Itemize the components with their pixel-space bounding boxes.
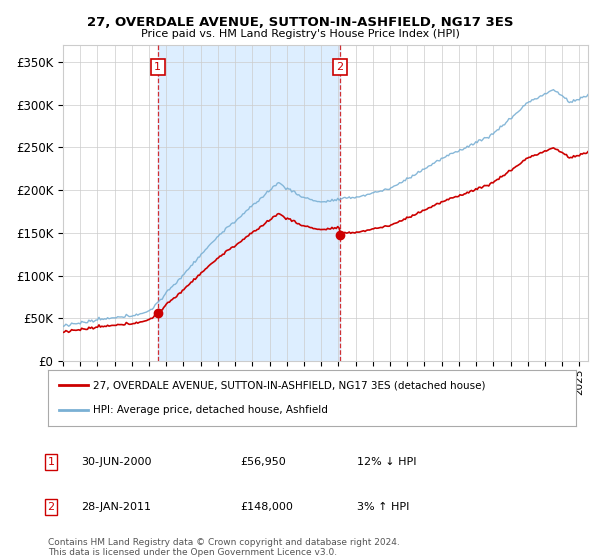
Text: HPI: Average price, detached house, Ashfield: HPI: Average price, detached house, Ashf… <box>93 405 328 415</box>
Text: Contains HM Land Registry data © Crown copyright and database right 2024.
This d: Contains HM Land Registry data © Crown c… <box>48 538 400 557</box>
Text: 2: 2 <box>47 502 55 512</box>
Text: Price paid vs. HM Land Registry's House Price Index (HPI): Price paid vs. HM Land Registry's House … <box>140 29 460 39</box>
Text: 1: 1 <box>47 457 55 467</box>
Text: 27, OVERDALE AVENUE, SUTTON-IN-ASHFIELD, NG17 3ES: 27, OVERDALE AVENUE, SUTTON-IN-ASHFIELD,… <box>87 16 513 29</box>
Text: 3% ↑ HPI: 3% ↑ HPI <box>357 502 409 512</box>
Text: 2: 2 <box>336 62 343 72</box>
Text: 30-JUN-2000: 30-JUN-2000 <box>81 457 151 467</box>
Bar <box>158 45 340 361</box>
Text: 1: 1 <box>154 62 161 72</box>
Text: 12% ↓ HPI: 12% ↓ HPI <box>357 457 416 467</box>
Text: £148,000: £148,000 <box>240 502 293 512</box>
Text: 27, OVERDALE AVENUE, SUTTON-IN-ASHFIELD, NG17 3ES (detached house): 27, OVERDALE AVENUE, SUTTON-IN-ASHFIELD,… <box>93 380 485 390</box>
Text: £56,950: £56,950 <box>240 457 286 467</box>
Text: 28-JAN-2011: 28-JAN-2011 <box>81 502 151 512</box>
